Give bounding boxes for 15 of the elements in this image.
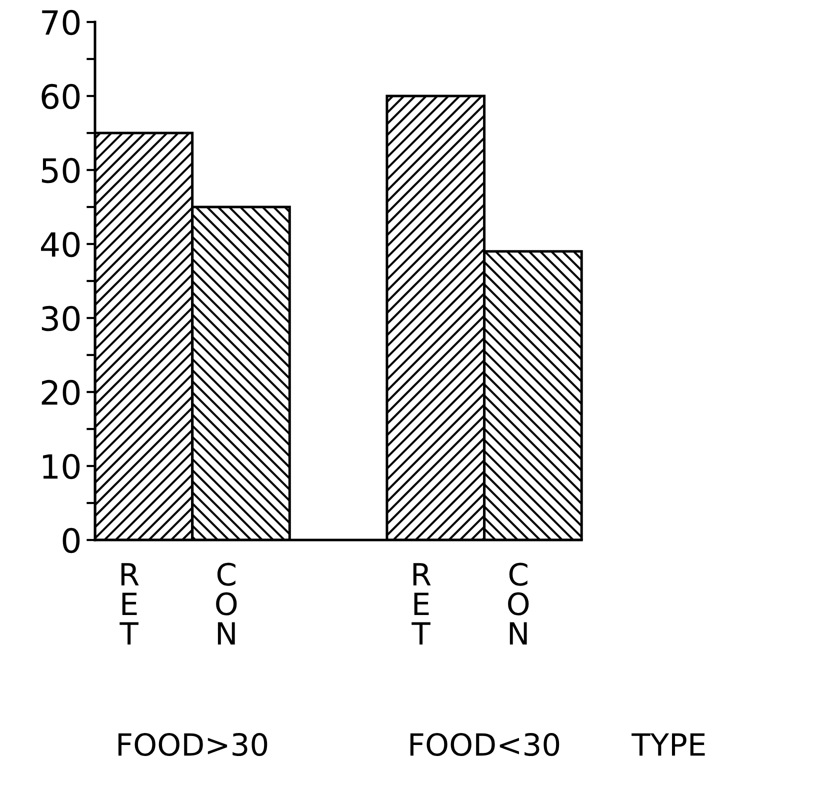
y-tick-label: 30 xyxy=(42,306,80,332)
y-tick-label: 20 xyxy=(42,380,80,406)
y-tick-label: 10 xyxy=(43,454,80,480)
x-tick-label: RET xyxy=(412,563,431,645)
x-tick-label: CON xyxy=(508,562,529,645)
y-tick-label: 60 xyxy=(42,84,80,110)
text: FOOD<30 xyxy=(410,732,560,756)
y-tick-label: 40 xyxy=(41,232,80,258)
text: FOOD>30 xyxy=(118,732,268,756)
y-tick-label: 70 xyxy=(42,10,80,36)
y-tick-label: 0 xyxy=(62,528,80,554)
text: TYPE xyxy=(632,733,705,756)
x-tick-label: CON xyxy=(216,562,237,645)
x-tick-label: RET xyxy=(120,563,139,645)
y-tick-label: 50 xyxy=(42,158,80,184)
